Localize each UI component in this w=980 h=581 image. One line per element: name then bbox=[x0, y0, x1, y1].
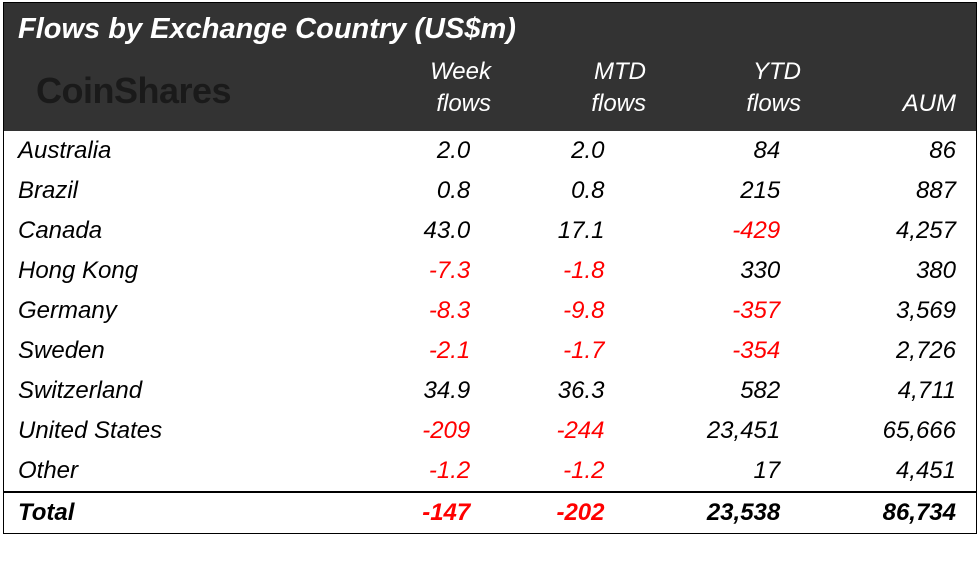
week-cell: -1.2 bbox=[356, 451, 490, 492]
table-row: Canada43.017.1-4294,257 bbox=[4, 211, 976, 251]
ytd-cell: 582 bbox=[625, 371, 801, 411]
country-cell: United States bbox=[4, 411, 356, 451]
aum-cell: 65,666 bbox=[800, 411, 976, 451]
ytd-cell: -429 bbox=[625, 211, 801, 251]
mtd-cell: -9.8 bbox=[490, 291, 624, 331]
col-header-week: Week flows bbox=[356, 52, 511, 131]
table-row: Hong Kong-7.3-1.8330380 bbox=[4, 251, 976, 291]
ytd-cell: 23,451 bbox=[625, 411, 801, 451]
week-cell: 34.9 bbox=[356, 371, 490, 411]
week-cell: -209 bbox=[356, 411, 490, 451]
aum-cell: 3,569 bbox=[800, 291, 976, 331]
week-cell: 0.8 bbox=[356, 171, 490, 211]
country-cell: Sweden bbox=[4, 331, 356, 371]
data-table-body: Australia2.02.08486Brazil0.80.8215887Can… bbox=[4, 131, 976, 533]
aum-cell: 4,257 bbox=[800, 211, 976, 251]
aum-cell: 380 bbox=[800, 251, 976, 291]
total-mtd: -202 bbox=[490, 492, 624, 533]
aum-cell: 4,451 bbox=[800, 451, 976, 492]
country-cell: Canada bbox=[4, 211, 356, 251]
mtd-cell: -244 bbox=[490, 411, 624, 451]
table-row: Other-1.2-1.2174,451 bbox=[4, 451, 976, 492]
ytd-cell: 215 bbox=[625, 171, 801, 211]
col-header-ytd: YTD flows bbox=[666, 52, 821, 131]
aum-cell: 4,711 bbox=[800, 371, 976, 411]
column-headers-row: CoinShares Week flows MTD flows YTD flow… bbox=[4, 52, 976, 131]
table-row: Brazil0.80.8215887 bbox=[4, 171, 976, 211]
country-cell: Hong Kong bbox=[4, 251, 356, 291]
aum-cell: 887 bbox=[800, 171, 976, 211]
aum-cell: 2,726 bbox=[800, 331, 976, 371]
country-cell: Switzerland bbox=[4, 371, 356, 411]
table-row: Switzerland34.936.35824,711 bbox=[4, 371, 976, 411]
mtd-cell: -1.8 bbox=[490, 251, 624, 291]
ytd-cell: 17 bbox=[625, 451, 801, 492]
total-label: Total bbox=[4, 492, 356, 533]
total-row: Total-147-20223,53886,734 bbox=[4, 492, 976, 533]
ytd-cell: -354 bbox=[625, 331, 801, 371]
table-header: Flows by Exchange Country (US$m) CoinSha… bbox=[4, 3, 976, 131]
mtd-cell: -1.7 bbox=[490, 331, 624, 371]
mtd-cell: 17.1 bbox=[490, 211, 624, 251]
total-ytd: 23,538 bbox=[625, 492, 801, 533]
week-cell: 43.0 bbox=[356, 211, 490, 251]
mtd-cell: 36.3 bbox=[490, 371, 624, 411]
ytd-cell: 330 bbox=[625, 251, 801, 291]
brand-logo-text: CoinShares bbox=[36, 70, 231, 112]
mtd-cell: -1.2 bbox=[490, 451, 624, 492]
country-cell: Germany bbox=[4, 291, 356, 331]
country-cell: Other bbox=[4, 451, 356, 492]
mtd-cell: 0.8 bbox=[490, 171, 624, 211]
table-row: Sweden-2.1-1.7-3542,726 bbox=[4, 331, 976, 371]
total-aum: 86,734 bbox=[800, 492, 976, 533]
mtd-cell: 2.0 bbox=[490, 131, 624, 171]
numeric-column-headers: Week flows MTD flows YTD flows AUM bbox=[356, 52, 976, 131]
table-row: United States-209-24423,45165,666 bbox=[4, 411, 976, 451]
week-cell: -2.1 bbox=[356, 331, 490, 371]
country-cell: Australia bbox=[4, 131, 356, 171]
table-row: Germany-8.3-9.8-3573,569 bbox=[4, 291, 976, 331]
total-week: -147 bbox=[356, 492, 490, 533]
week-cell: -8.3 bbox=[356, 291, 490, 331]
table-title: Flows by Exchange Country (US$m) bbox=[4, 3, 976, 52]
table-row: Australia2.02.08486 bbox=[4, 131, 976, 171]
ytd-cell: 84 bbox=[625, 131, 801, 171]
col-header-aum: AUM bbox=[821, 52, 976, 131]
country-cell: Brazil bbox=[4, 171, 356, 211]
flows-table: Flows by Exchange Country (US$m) CoinSha… bbox=[3, 2, 977, 534]
brand-cell: CoinShares bbox=[4, 52, 356, 131]
week-cell: -7.3 bbox=[356, 251, 490, 291]
col-header-mtd: MTD flows bbox=[511, 52, 666, 131]
week-cell: 2.0 bbox=[356, 131, 490, 171]
ytd-cell: -357 bbox=[625, 291, 801, 331]
aum-cell: 86 bbox=[800, 131, 976, 171]
